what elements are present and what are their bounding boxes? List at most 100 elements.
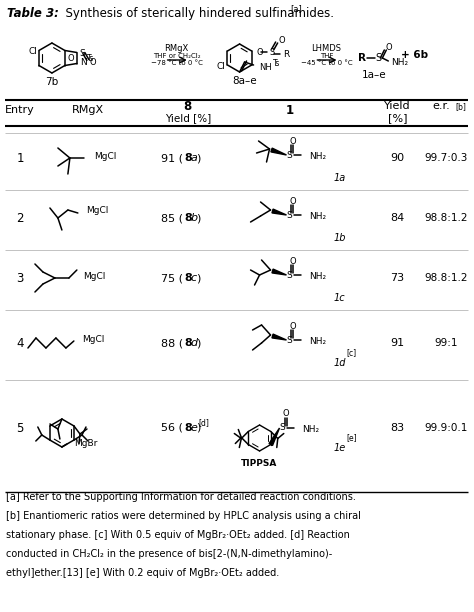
Text: Table 3:: Table 3: (7, 7, 59, 20)
Text: MgCl: MgCl (86, 206, 108, 214)
Text: e: e (191, 423, 198, 433)
Text: [d]: [d] (199, 419, 210, 428)
Text: S: S (287, 271, 292, 280)
Text: 90: 90 (390, 153, 404, 163)
Text: stationary phase. [c] With 0.5 equiv of MgBr₂·OEt₂ added. [d] Reaction: stationary phase. [c] With 0.5 equiv of … (6, 530, 350, 540)
Text: LHMDS: LHMDS (311, 43, 341, 53)
Text: [%]: [%] (388, 113, 407, 123)
Text: [e]: [e] (346, 433, 357, 442)
Text: 98.8:1.2: 98.8:1.2 (425, 213, 468, 223)
Text: 8: 8 (185, 273, 192, 283)
Text: Entry: Entry (5, 105, 35, 115)
Text: MgBr: MgBr (74, 439, 97, 447)
Text: 73: 73 (390, 273, 404, 283)
Text: Cl: Cl (28, 47, 37, 56)
Text: 1b: 1b (333, 233, 346, 243)
Text: RMgX: RMgX (72, 105, 104, 115)
Text: 83: 83 (390, 423, 404, 433)
Polygon shape (272, 209, 286, 215)
Text: e.r.: e.r. (432, 101, 450, 111)
Text: 1: 1 (16, 152, 24, 165)
Text: 8: 8 (185, 153, 192, 163)
Text: a: a (191, 153, 198, 163)
Text: 3: 3 (16, 272, 24, 285)
Text: 91 (: 91 ( (161, 153, 182, 163)
Text: conducted in CH₂Cl₂ in the presence of bis[2-(N,N-dimethylamino)-: conducted in CH₂Cl₂ in the presence of b… (6, 549, 332, 559)
Text: O: O (385, 42, 392, 51)
Text: S: S (270, 48, 275, 56)
Text: 1d: 1d (333, 358, 346, 368)
Text: S: S (280, 424, 285, 433)
Text: S: S (287, 211, 292, 220)
Text: S: S (287, 151, 292, 160)
Text: −78 °C to 0 °C: −78 °C to 0 °C (151, 60, 202, 66)
Text: Yield: Yield (384, 101, 410, 111)
Text: Cl: Cl (216, 61, 225, 70)
Text: R: R (358, 53, 366, 63)
Text: + 6b: + 6b (401, 50, 428, 60)
Text: O: O (289, 136, 296, 146)
Text: −45 °C to 0 °C: −45 °C to 0 °C (301, 60, 352, 66)
Text: 84: 84 (390, 213, 404, 223)
Text: 85 (: 85 ( (161, 213, 182, 223)
Text: 1: 1 (285, 103, 293, 116)
Text: Synthesis of sterically hindered sulfinamides.: Synthesis of sterically hindered sulfina… (58, 7, 334, 20)
Text: MgCl: MgCl (94, 152, 116, 160)
Text: THF or CH₂Cl₂: THF or CH₂Cl₂ (153, 53, 201, 59)
Text: 99.7:0.3: 99.7:0.3 (425, 153, 468, 163)
Text: 1e: 1e (333, 443, 346, 453)
Text: NH₂: NH₂ (310, 152, 327, 160)
Text: 98.8:1.2: 98.8:1.2 (425, 273, 468, 283)
Text: O: O (279, 35, 285, 45)
Text: ): ) (196, 338, 200, 348)
Text: 99.9:0.1: 99.9:0.1 (425, 423, 468, 433)
Text: TIPPSA: TIPPSA (241, 458, 278, 468)
Text: MgCl: MgCl (83, 272, 105, 280)
Text: NH₂: NH₂ (310, 272, 327, 280)
Text: MgCl: MgCl (82, 335, 104, 343)
Polygon shape (269, 428, 280, 446)
Text: THF: THF (319, 53, 333, 59)
Text: O: O (257, 48, 263, 56)
Text: 99:1: 99:1 (435, 338, 458, 348)
Text: d: d (191, 338, 198, 348)
Text: 88 (: 88 ( (161, 338, 182, 348)
Text: ): ) (196, 213, 200, 223)
Text: R: R (283, 50, 289, 59)
Text: O: O (90, 58, 96, 67)
Text: 2: 2 (16, 212, 24, 225)
Text: [c]: [c] (346, 348, 356, 357)
Text: 8: 8 (185, 423, 192, 433)
Text: ): ) (196, 153, 200, 163)
Text: N: N (80, 58, 87, 67)
Text: 1c: 1c (334, 293, 345, 303)
Text: S: S (375, 53, 382, 63)
Text: O: O (289, 321, 296, 330)
Text: RMgX: RMgX (164, 43, 189, 53)
Text: NH: NH (260, 62, 272, 72)
Text: 8a–e: 8a–e (232, 76, 257, 86)
Polygon shape (272, 334, 286, 340)
Polygon shape (272, 269, 286, 275)
Text: NH₂: NH₂ (310, 212, 327, 220)
Text: O: O (67, 54, 74, 63)
Text: 5: 5 (16, 422, 24, 435)
Text: [a] Refer to the Supporting Information for detailed reaction conditions.: [a] Refer to the Supporting Information … (6, 492, 356, 502)
Text: ): ) (196, 273, 200, 283)
Text: 1a–e: 1a–e (362, 70, 387, 80)
Text: O: O (289, 196, 296, 206)
Text: ethyl]ether.[13] [e] With 0.2 equiv of MgBr₂·OEt₂ added.: ethyl]ether.[13] [e] With 0.2 equiv of M… (6, 568, 279, 578)
Text: b: b (191, 213, 198, 223)
Text: 75 (: 75 ( (161, 273, 182, 283)
Text: 7b: 7b (46, 77, 58, 87)
Text: NH₂: NH₂ (302, 425, 319, 433)
Text: S: S (80, 49, 86, 58)
Text: O: O (289, 256, 296, 266)
Text: c: c (191, 273, 197, 283)
Text: 8: 8 (185, 213, 192, 223)
Text: NH₂: NH₂ (310, 337, 327, 346)
Text: [b] Enantiomeric ratios were determined by HPLC analysis using a chiral: [b] Enantiomeric ratios were determined … (6, 511, 361, 521)
Text: NH₂: NH₂ (392, 58, 409, 67)
Text: 1a: 1a (333, 173, 346, 183)
Text: O: O (282, 409, 289, 419)
